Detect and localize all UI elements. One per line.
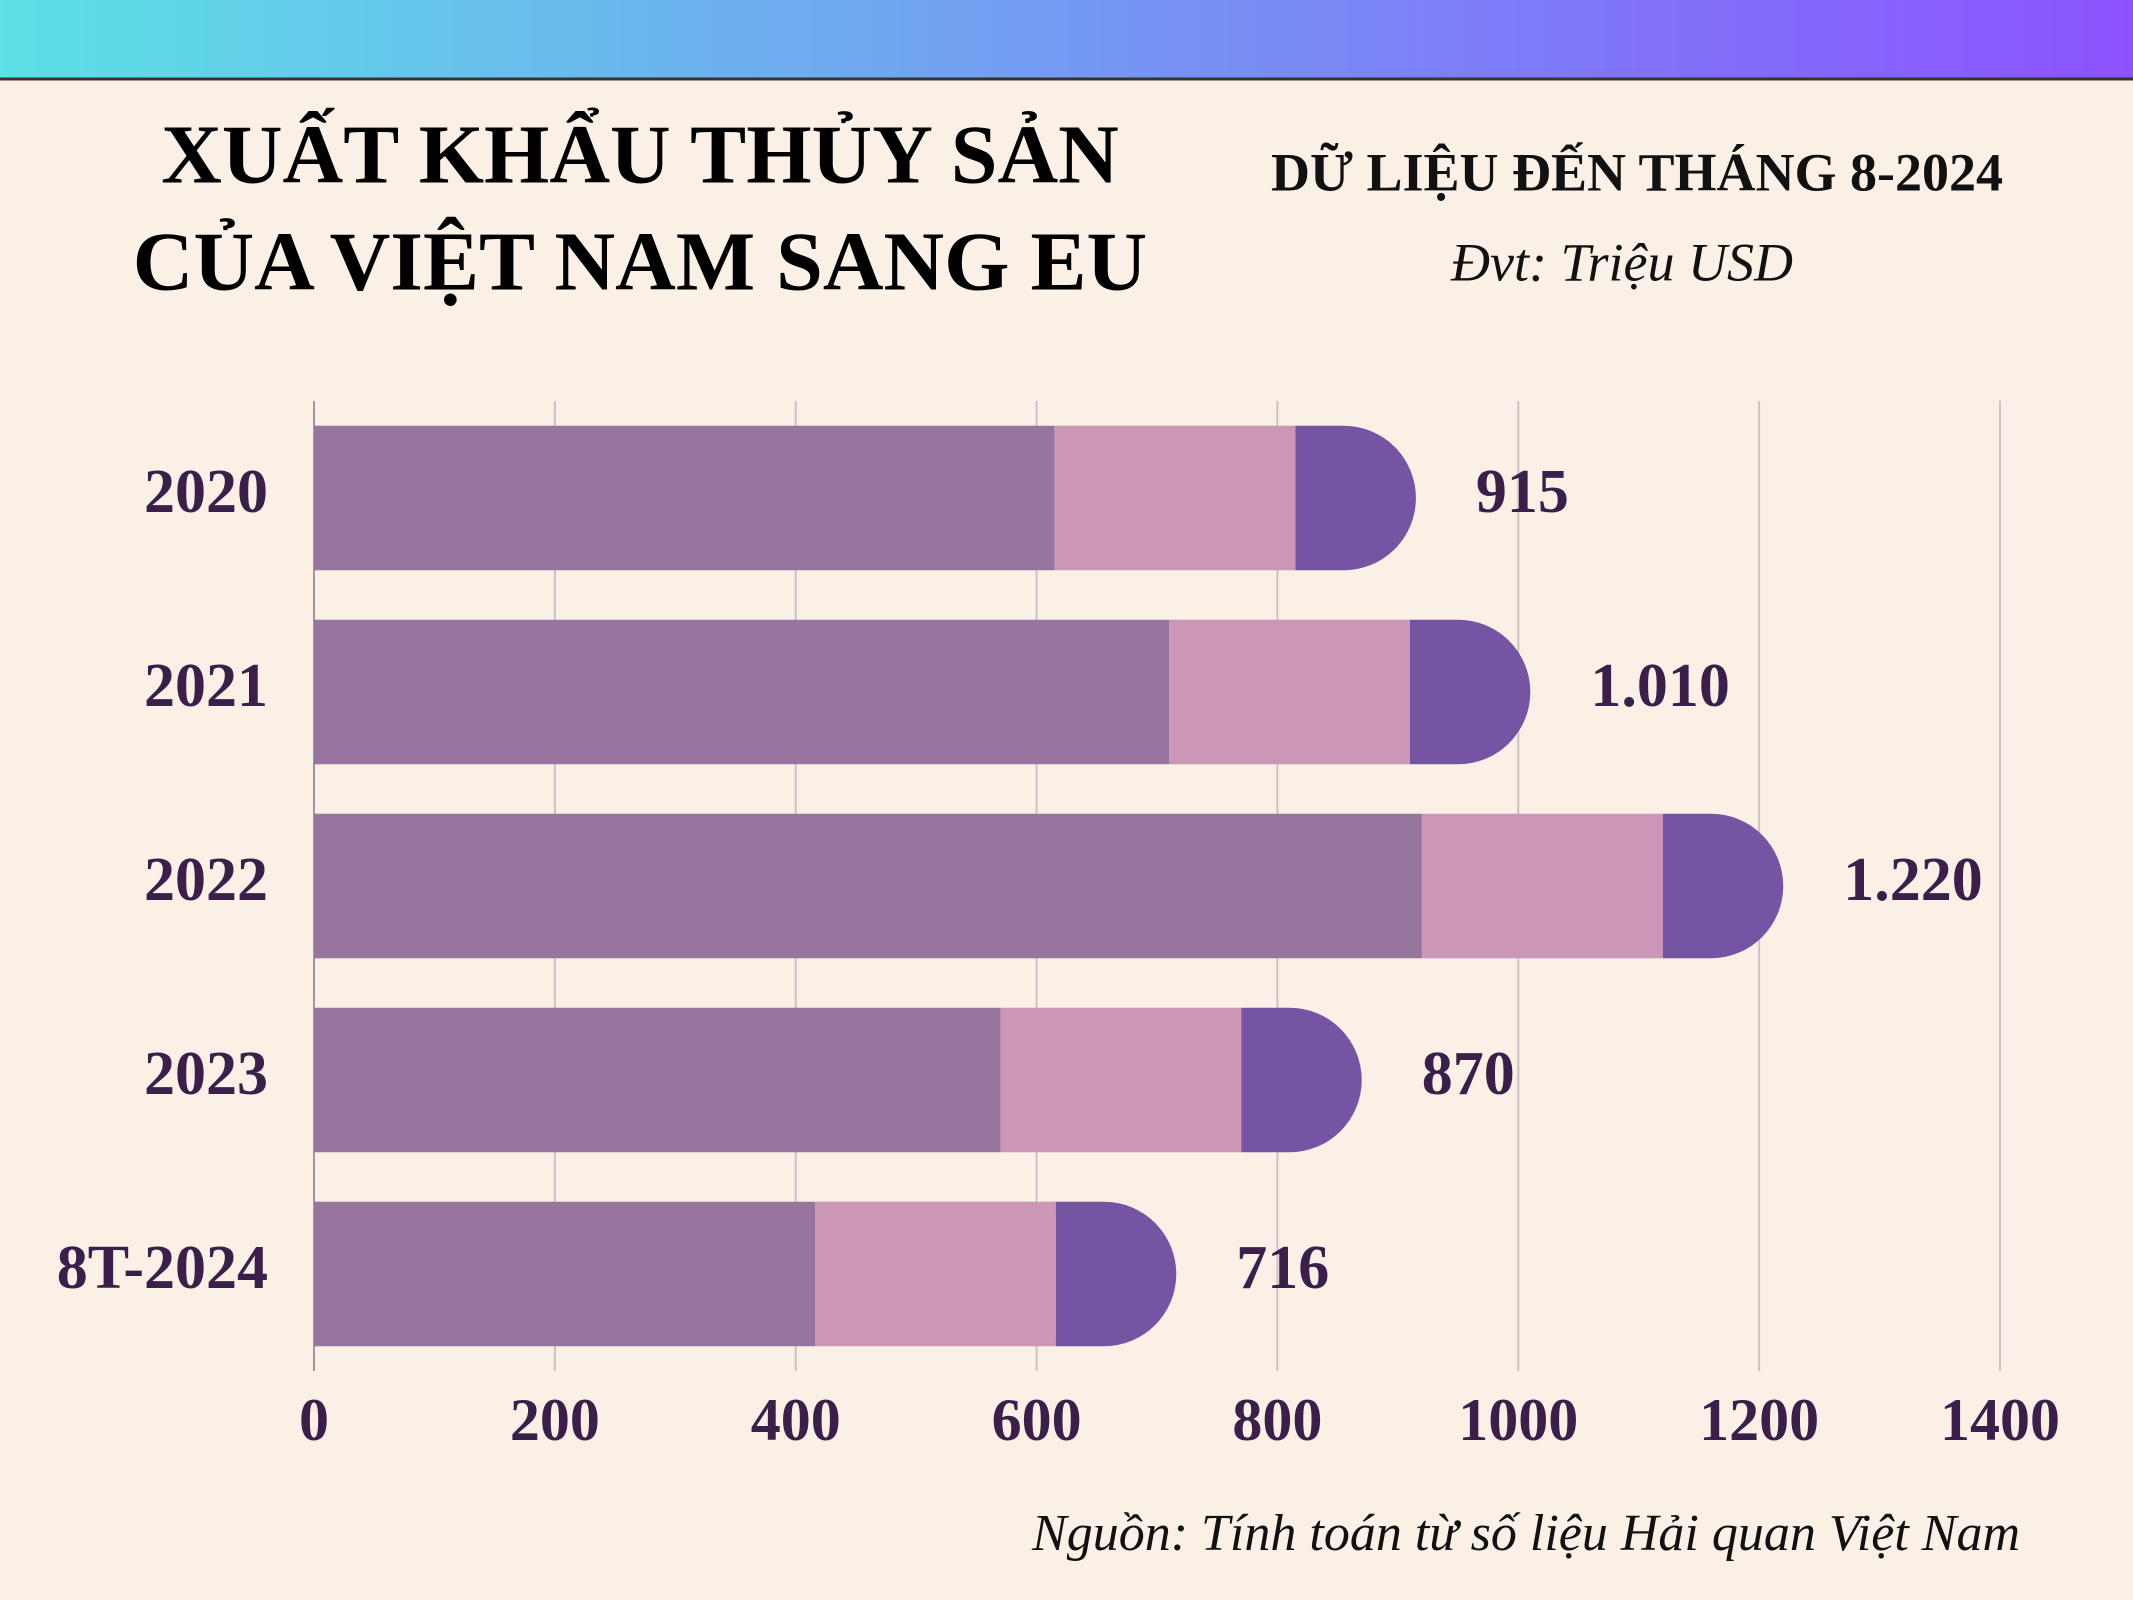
- source-note: Nguồn: Tính toán từ số liệu Hải quan Việ…: [1031, 1505, 2020, 1562]
- bar-segment: [314, 425, 1055, 571]
- x-tick-label: 400: [751, 1387, 841, 1453]
- x-tick-label: 600: [992, 1387, 1082, 1453]
- unit-note: Đvt: Triệu USD: [1450, 232, 1793, 292]
- bar-segment: [314, 813, 1422, 959]
- y-tick-label: 2022: [144, 846, 268, 914]
- x-tick-label: 800: [1232, 1387, 1322, 1453]
- total-label: 716: [1236, 1234, 1329, 1302]
- bar-segment: [1169, 619, 1410, 765]
- bar-segment: [1295, 425, 1416, 571]
- x-tick-label: 0: [299, 1387, 329, 1453]
- bar-segment: [1662, 813, 1784, 959]
- total-label: 870: [1422, 1040, 1515, 1108]
- y-tick-label: 2021: [144, 652, 268, 720]
- chart-title: XUẤT KHẨU THỦY SẢN: [161, 106, 1119, 201]
- bar-segment: [314, 1201, 815, 1347]
- total-label: 915: [1476, 458, 1569, 526]
- bar-segment: [1421, 813, 1663, 959]
- bar-segment: [1241, 1007, 1362, 1153]
- bar-segment: [1000, 1007, 1242, 1153]
- total-label: 1.010: [1590, 652, 1730, 720]
- bar-segment: [1055, 1201, 1177, 1347]
- bar-segment: [314, 619, 1170, 765]
- y-tick-label: 8T-2024: [57, 1234, 268, 1302]
- total-label: 1.220: [1843, 846, 1983, 914]
- y-tick-label: 2023: [144, 1040, 268, 1108]
- chart-title: CỦA VIỆT NAM SANG EU: [133, 215, 1147, 308]
- bar-segment: [314, 1007, 1001, 1153]
- bar-segment: [1054, 425, 1296, 571]
- x-tick-label: 1200: [1699, 1387, 1819, 1453]
- x-tick-label: 1400: [1940, 1387, 2060, 1453]
- x-tick-label: 1000: [1458, 1387, 1578, 1453]
- y-tick-label: 2020: [144, 458, 268, 526]
- bar-segment: [814, 1201, 1056, 1347]
- top-band: [0, 0, 2133, 78]
- x-tick-label: 200: [510, 1387, 600, 1453]
- bar-segment: [1409, 619, 1531, 765]
- chart-subtitle: DỮ LIỆU ĐẾN THÁNG 8-2024: [1271, 141, 2003, 202]
